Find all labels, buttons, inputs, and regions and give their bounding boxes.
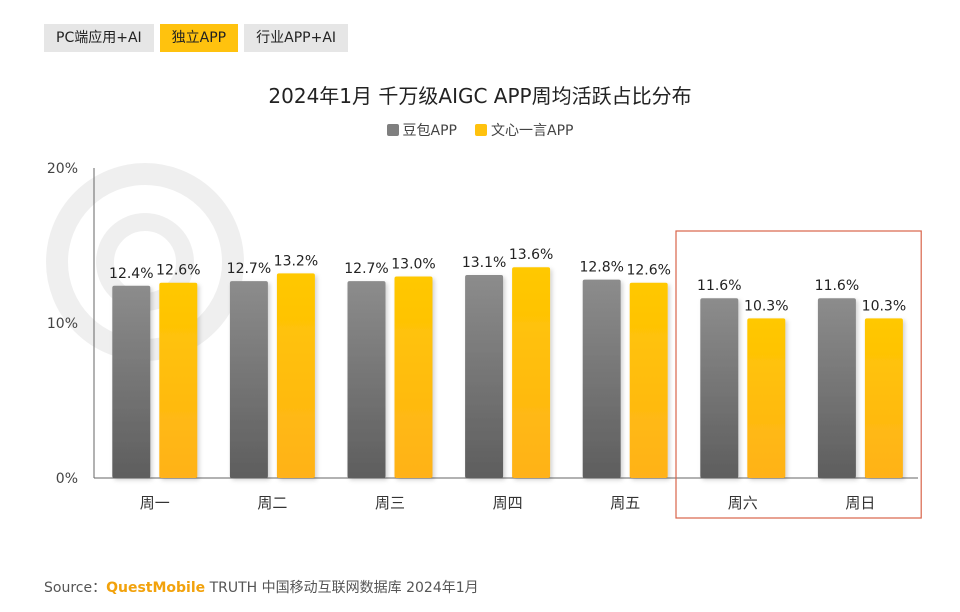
bar-doubao-3[interactable]: [465, 274, 504, 478]
legend-label-wenxin: 文心一言APP: [491, 123, 574, 139]
x-tick-label: 周三: [375, 494, 405, 512]
chart-title: 2024年1月 千万级AIGC APP周均活跃占比分布: [268, 84, 692, 108]
x-tick-label: 周五: [610, 494, 640, 512]
bar-doubao-4[interactable]: [582, 279, 621, 478]
bar-doubao-6[interactable]: [817, 298, 856, 478]
source-text: TRUTH 中国移动互联网数据库 2024年1月: [205, 580, 479, 596]
x-tick-label: 周二: [257, 494, 287, 512]
legend-swatch-doubao: [386, 124, 399, 136]
legend-item-doubao[interactable]: 豆包APP: [386, 120, 457, 140]
bar-wenxin-2[interactable]: [394, 276, 433, 479]
bar-wenxin-1[interactable]: [276, 273, 315, 478]
x-tick-label: 周一: [140, 494, 170, 512]
bar-wenxin-5[interactable]: [747, 318, 786, 478]
source-prefix: Source：: [44, 580, 107, 596]
bar-wenxin-6[interactable]: [864, 318, 903, 478]
tab-standalone-app[interactable]: 独立APP: [159, 24, 239, 52]
x-tick-label: 周日: [845, 494, 875, 512]
y-tick-label: 0%: [56, 471, 78, 487]
tab-industry-app-ai[interactable]: 行业APP+AI: [244, 24, 349, 52]
data-label: 13.0%: [391, 257, 435, 273]
data-label: 13.1%: [462, 255, 506, 271]
data-label: 10.3%: [862, 298, 906, 314]
legend-swatch-wenxin: [475, 124, 487, 136]
data-label: 13.6%: [509, 247, 553, 263]
data-label: 13.2%: [274, 253, 318, 269]
data-label: 11.6%: [697, 278, 741, 294]
legend-label-doubao: 豆包APP: [402, 123, 457, 139]
data-label: 11.6%: [815, 278, 859, 294]
bar-wenxin-3[interactable]: [512, 267, 551, 478]
data-label: 12.6%: [156, 263, 200, 279]
y-tick-label: 20%: [47, 161, 78, 177]
bar-wenxin-4[interactable]: [629, 282, 668, 478]
x-tick-label: 周六: [728, 494, 758, 512]
tab-pc-app-ai[interactable]: PC端应用+AI: [44, 24, 154, 52]
data-label: 12.7%: [227, 261, 271, 277]
data-label: 10.3%: [744, 298, 788, 314]
data-label: 12.8%: [579, 260, 623, 276]
legend-item-wenxin[interactable]: 文心一言APP: [475, 120, 573, 140]
tab-bar: PC端应用+AI 独立APP 行业APP+AI: [44, 24, 349, 52]
source-note: Source：QuestMobile TRUTH 中国移动互联网数据库 2024…: [44, 577, 479, 597]
bar-doubao-5[interactable]: [700, 298, 739, 478]
source-brand: QuestMobile: [106, 580, 206, 596]
bar-doubao-2[interactable]: [347, 281, 386, 478]
x-tick-label: 周四: [493, 494, 523, 512]
y-tick-label: 10%: [47, 316, 78, 332]
bar-doubao-1[interactable]: [229, 281, 268, 478]
chart-legend: 豆包APP 文心一言APP: [0, 120, 960, 140]
data-label: 12.7%: [344, 261, 388, 277]
weekend-highlight-box: [675, 230, 922, 519]
bar-doubao-0[interactable]: [112, 285, 151, 478]
data-label: 12.4%: [109, 266, 153, 282]
data-label: 12.6%: [626, 263, 670, 279]
bar-wenxin-0[interactable]: [159, 282, 198, 478]
